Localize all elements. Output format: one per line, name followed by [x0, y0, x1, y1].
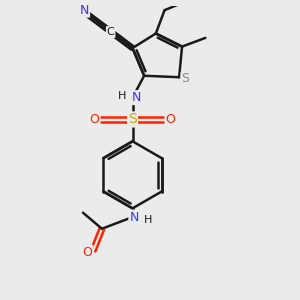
Text: N: N: [132, 91, 142, 104]
Text: N: N: [129, 211, 139, 224]
Text: O: O: [90, 113, 100, 126]
Text: C: C: [107, 27, 115, 37]
Text: S: S: [128, 112, 137, 127]
Text: O: O: [166, 113, 175, 126]
Text: N: N: [80, 4, 89, 17]
Text: H: H: [144, 215, 153, 225]
Text: H: H: [118, 91, 127, 101]
Text: S: S: [182, 72, 190, 85]
Text: O: O: [82, 246, 92, 259]
